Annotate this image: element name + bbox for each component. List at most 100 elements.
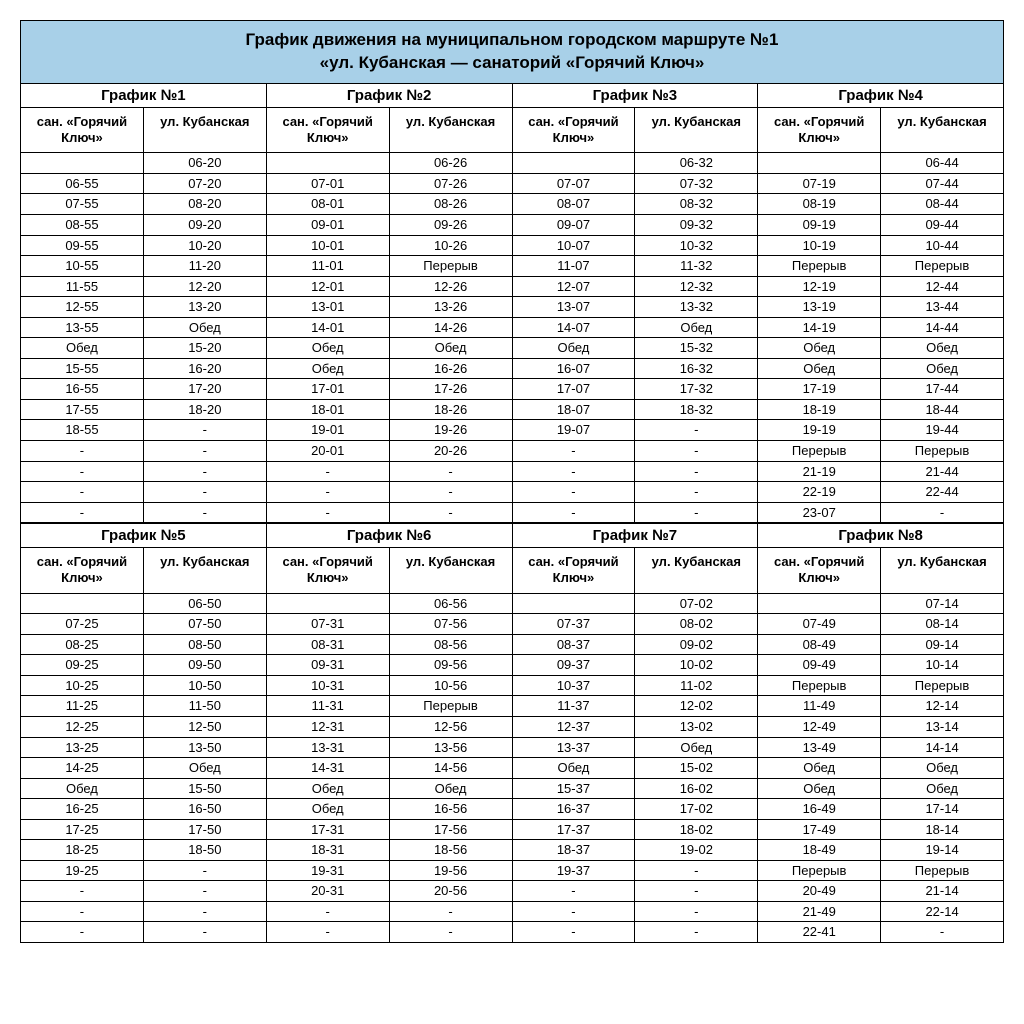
time-cell: 17-56 <box>390 820 512 840</box>
time-cell <box>267 153 390 173</box>
time-cell: Обед <box>144 318 266 338</box>
time-cell: Перерыв <box>390 696 512 716</box>
time-cell: 10-14 <box>881 655 1003 675</box>
time-cell: - <box>21 881 144 901</box>
table-row: 18-3118-56 <box>267 840 512 861</box>
time-cell: Обед <box>758 338 881 358</box>
time-cell: 13-14 <box>881 717 1003 737</box>
table-row: 09-0709-32 <box>513 215 758 236</box>
time-cell <box>513 594 636 614</box>
column-header: сан. «Горячий Ключ» <box>267 108 390 153</box>
time-cell: 17-07 <box>513 379 636 399</box>
time-cell: 13-49 <box>758 738 881 758</box>
time-cell: 11-01 <box>267 256 390 276</box>
table-row: 17-4918-14 <box>758 820 1003 841</box>
column-header: ул. Кубанская <box>144 108 266 153</box>
time-cell: 16-50 <box>144 799 266 819</box>
time-cell: Обед <box>635 738 757 758</box>
table-row: 08-1908-44 <box>758 194 1003 215</box>
time-cell: 10-02 <box>635 655 757 675</box>
table-row: 12-3713-02 <box>513 717 758 738</box>
time-cell: Обед <box>881 359 1003 379</box>
time-cell: - <box>390 462 512 482</box>
table-row: -- <box>513 462 758 483</box>
time-cell: 10-26 <box>390 236 512 256</box>
time-cell: Обед <box>513 758 636 778</box>
time-cell: 12-56 <box>390 717 512 737</box>
time-cell: 17-49 <box>758 820 881 840</box>
table-row: ПерерывПерерыв <box>758 676 1003 697</box>
time-cell: 18-19 <box>758 400 881 420</box>
time-cell: 13-25 <box>21 738 144 758</box>
table-row: 09-0109-26 <box>267 215 512 236</box>
time-cell: 15-20 <box>144 338 266 358</box>
table-row: 16-5517-20 <box>21 379 266 400</box>
time-cell: - <box>21 441 144 461</box>
table-row: 15-5516-20 <box>21 359 266 380</box>
time-cell: 21-19 <box>758 462 881 482</box>
time-cell: 10-44 <box>881 236 1003 256</box>
schedule-column: График №3сан. «Горячий Ключ»ул. Кубанска… <box>513 84 759 522</box>
time-cell: 06-50 <box>144 594 266 614</box>
schedule-column: График №4сан. «Горячий Ключ»ул. Кубанска… <box>758 84 1003 522</box>
column-header: ул. Кубанская <box>881 548 1003 593</box>
time-cell: 11-50 <box>144 696 266 716</box>
time-cell: 13-02 <box>635 717 757 737</box>
time-cell: 16-49 <box>758 799 881 819</box>
table-row: 19-07- <box>513 420 758 441</box>
table-row: 17-1917-44 <box>758 379 1003 400</box>
time-cell: - <box>144 482 266 502</box>
table-row: ОбедОбед <box>758 359 1003 380</box>
time-cell: - <box>881 922 1003 942</box>
table-row: 19-1919-44 <box>758 420 1003 441</box>
schedule-rows: 06-2006-5507-2007-5508-2008-5509-2009-55… <box>21 153 266 522</box>
table-row: 20-0120-26 <box>267 441 512 462</box>
table-row: 14-07Обед <box>513 318 758 339</box>
time-cell: - <box>21 922 144 942</box>
table-row: -- <box>21 482 266 503</box>
table-row: -- <box>21 462 266 483</box>
time-cell: - <box>513 881 636 901</box>
time-cell: 12-25 <box>21 717 144 737</box>
table-row: Обед15-50 <box>21 779 266 800</box>
time-cell: 17-20 <box>144 379 266 399</box>
time-cell: 18-55 <box>21 420 144 440</box>
column-header: сан. «Горячий Ключ» <box>267 548 390 593</box>
time-cell: 10-31 <box>267 676 390 696</box>
table-row: -- <box>513 922 758 942</box>
time-cell: 07-25 <box>21 614 144 634</box>
table-row: 19-3119-56 <box>267 861 512 882</box>
time-cell: 14-25 <box>21 758 144 778</box>
table-row: -- <box>21 902 266 923</box>
time-cell: 19-19 <box>758 420 881 440</box>
time-cell: 19-26 <box>390 420 512 440</box>
table-row: 08-2508-50 <box>21 635 266 656</box>
table-row: -- <box>21 441 266 462</box>
time-cell: 18-20 <box>144 400 266 420</box>
time-cell: 09-55 <box>21 236 144 256</box>
column-headers: сан. «Горячий Ключ»ул. Кубанская <box>513 108 758 154</box>
table-row: 13-3113-56 <box>267 738 512 759</box>
time-cell: 06-55 <box>21 174 144 194</box>
table-row: 07-14 <box>758 594 1003 615</box>
time-cell: 13-07 <box>513 297 636 317</box>
table-row: 22-41- <box>758 922 1003 942</box>
time-cell: 09-14 <box>881 635 1003 655</box>
time-cell: 08-37 <box>513 635 636 655</box>
time-cell: 10-55 <box>21 256 144 276</box>
time-cell: - <box>513 902 636 922</box>
table-row: 13-4914-14 <box>758 738 1003 759</box>
table-row: 16-0716-32 <box>513 359 758 380</box>
time-cell: - <box>267 462 390 482</box>
table-row: Обед16-26 <box>267 359 512 380</box>
time-cell: 19-02 <box>635 840 757 860</box>
column-headers: сан. «Горячий Ключ»ул. Кубанская <box>513 548 758 594</box>
time-cell: - <box>21 503 144 523</box>
table-row: 21-4922-14 <box>758 902 1003 923</box>
table-row: 10-1910-44 <box>758 236 1003 257</box>
table-row: 06-44 <box>758 153 1003 174</box>
table-row: 13-0113-26 <box>267 297 512 318</box>
time-cell: 07-49 <box>758 614 881 634</box>
table-row: -- <box>267 922 512 942</box>
table-row: ПерерывПерерыв <box>758 861 1003 882</box>
